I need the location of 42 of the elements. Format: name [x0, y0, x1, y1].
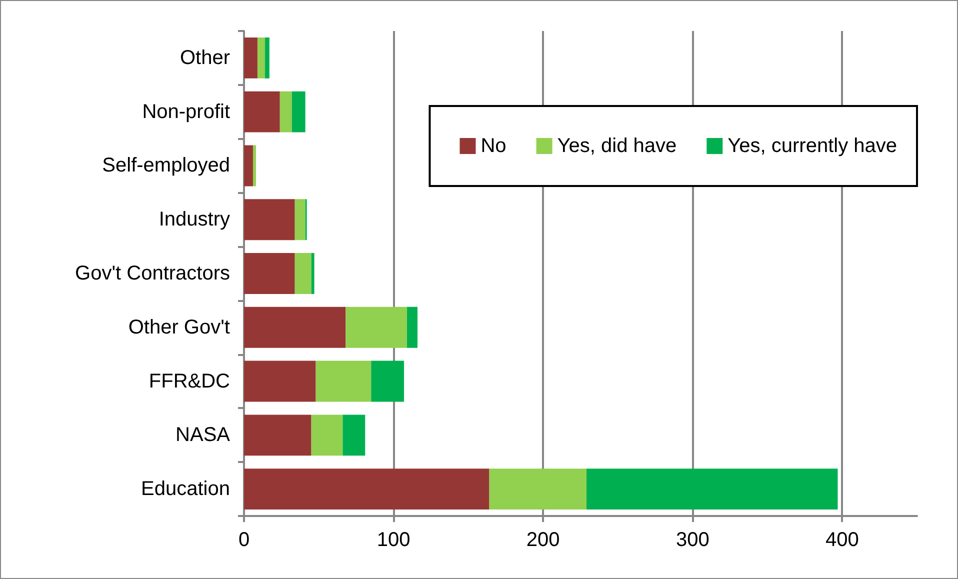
y-tick-label: Self-employed — [102, 154, 230, 177]
bar — [280, 91, 292, 132]
y-tick-label: Industry — [158, 208, 230, 231]
bar — [371, 360, 404, 402]
y-tick-label: Other — [180, 46, 230, 69]
bar — [244, 91, 280, 132]
legend-label: No — [480, 135, 506, 157]
y-tick-label: NASA — [176, 424, 231, 446]
bar — [342, 414, 366, 456]
x-tick-label: 100 — [376, 529, 410, 551]
x-tick-label: 0 — [238, 529, 250, 551]
bar — [292, 91, 306, 132]
bar — [294, 199, 306, 240]
bar — [244, 414, 312, 456]
bar — [244, 37, 258, 78]
legend-label: Yes, did have — [557, 135, 677, 157]
x-tick-label: 300 — [676, 529, 710, 551]
bar — [244, 253, 295, 294]
bar — [244, 360, 316, 402]
bar — [264, 37, 270, 78]
y-tick-label: Gov't Contractors — [75, 262, 230, 284]
legend-label: Yes, currently have — [728, 135, 898, 157]
bar — [244, 145, 253, 186]
bar — [252, 145, 256, 186]
bar — [311, 253, 314, 294]
bar — [311, 414, 343, 456]
y-tick-label: Non-profit — [142, 100, 230, 123]
y-tick-label: Education — [141, 478, 230, 500]
y-tick-label: Other Gov't — [128, 316, 230, 338]
bar — [586, 468, 838, 510]
bar — [244, 199, 295, 240]
bar — [346, 306, 408, 348]
bar — [244, 306, 346, 348]
bar — [489, 468, 586, 510]
bar — [257, 37, 265, 78]
x-tick-label: 400 — [826, 529, 859, 551]
y-tick-label: FFR&DC — [148, 370, 230, 392]
bar — [316, 360, 372, 402]
bar — [294, 253, 312, 294]
x-tick-label: 200 — [526, 529, 560, 551]
bar — [407, 306, 418, 348]
bar — [244, 468, 490, 510]
